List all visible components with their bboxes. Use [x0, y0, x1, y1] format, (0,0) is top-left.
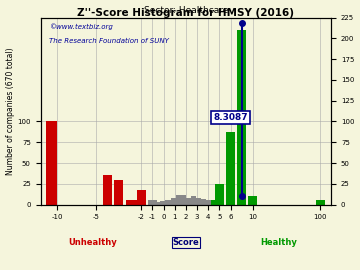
- Text: Sector: Healthcare: Sector: Healthcare: [144, 6, 228, 15]
- Text: Unhealthy: Unhealthy: [68, 238, 117, 247]
- Bar: [186, 198, 191, 204]
- Bar: [248, 196, 257, 204]
- Bar: [181, 195, 186, 204]
- Bar: [166, 200, 171, 204]
- Bar: [148, 200, 157, 204]
- Bar: [211, 200, 216, 204]
- Bar: [46, 122, 57, 204]
- Text: The Research Foundation of SUNY: The Research Foundation of SUNY: [49, 38, 169, 44]
- Bar: [201, 199, 206, 204]
- Bar: [176, 195, 181, 204]
- Bar: [126, 200, 135, 204]
- Bar: [226, 132, 235, 204]
- Bar: [156, 202, 161, 204]
- Bar: [191, 196, 196, 204]
- Bar: [206, 200, 211, 204]
- Bar: [114, 180, 123, 204]
- Bar: [171, 198, 176, 204]
- Bar: [161, 201, 166, 204]
- Bar: [103, 176, 112, 204]
- Text: Score: Score: [172, 238, 199, 247]
- Bar: [131, 200, 140, 204]
- Bar: [237, 30, 246, 204]
- Bar: [215, 184, 224, 204]
- Bar: [316, 200, 324, 204]
- Text: Healthy: Healthy: [261, 238, 297, 247]
- Title: Z''-Score Histogram for HMSY (2016): Z''-Score Histogram for HMSY (2016): [77, 8, 294, 18]
- Text: 8.3087: 8.3087: [213, 113, 248, 122]
- Bar: [196, 198, 201, 204]
- Text: ©www.textbiz.org: ©www.textbiz.org: [49, 23, 113, 30]
- Y-axis label: Number of companies (670 total): Number of companies (670 total): [5, 47, 14, 175]
- Bar: [137, 190, 146, 204]
